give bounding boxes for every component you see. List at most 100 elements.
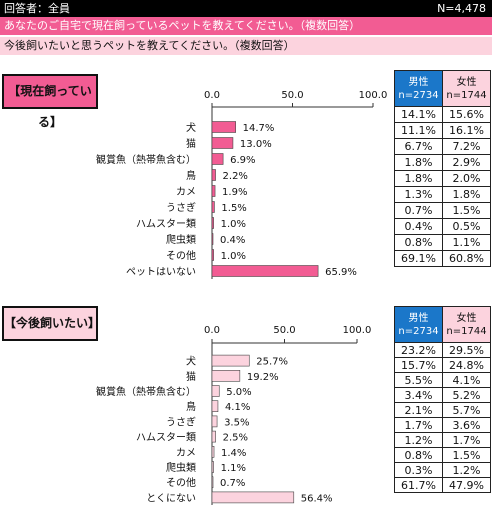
current-pets-title: 【現在飼っている】	[2, 74, 98, 129]
male-value: 1.8%	[394, 154, 443, 171]
female-value: 1.8%	[442, 186, 491, 203]
bar	[211, 233, 214, 245]
male-value: 0.8%	[394, 447, 443, 463]
bar	[211, 121, 236, 133]
female-value: 47.9%	[442, 477, 491, 493]
value-label: 2.2%	[223, 171, 248, 182]
male-value: 14.1%	[394, 106, 443, 123]
table-row: 0.4% 0.5%	[394, 218, 491, 235]
future-pets-gender-table: 男性 n=2734 女性 n=1744 23.2% 29.5% 15.7% 24.8% 5.5%…	[394, 306, 491, 493]
category-label: ハムスター類	[136, 218, 196, 230]
male-value: 23.2%	[394, 342, 443, 358]
bar	[211, 370, 241, 382]
female-value: 1.5%	[442, 447, 491, 463]
table-row: 1.3% 1.8%	[394, 186, 491, 203]
category-label: 犬	[186, 355, 196, 368]
category-label: その他	[166, 249, 196, 262]
value-label: 4.1%	[225, 402, 250, 413]
x-tick-label: 50.0	[281, 90, 303, 101]
male-value: 11.1%	[394, 122, 443, 139]
value-label: 1.0%	[221, 219, 246, 230]
bar	[211, 446, 215, 458]
female-value: 1.2%	[442, 462, 491, 478]
bar	[211, 201, 215, 213]
value-label: 5.0%	[226, 387, 251, 398]
value-label: 1.1%	[221, 463, 246, 474]
table-row: 1.8% 2.0%	[394, 170, 491, 187]
bar	[211, 137, 234, 149]
male-value: 1.8%	[394, 170, 443, 187]
x-tick-label: 0.0	[204, 90, 220, 101]
male-header: 男性 n=2734	[394, 70, 443, 107]
female-value: 3.6%	[442, 417, 491, 433]
future-pets-chart: 0.0 50.0 100.0 犬 25.7% 猫 19.2% 観賞魚（熱帯魚含む） 5.0% 鳥 4…	[96, 325, 371, 505]
category-label: カメ	[176, 447, 196, 459]
male-value: 0.8%	[394, 234, 443, 251]
bar	[211, 354, 250, 367]
category-label: 爬虫類	[166, 462, 196, 474]
category-label: 犬	[186, 121, 196, 134]
category-label: ペットはいない	[126, 266, 196, 278]
table-row: 0.8% 1.1%	[394, 234, 491, 251]
value-label: 3.5%	[224, 417, 249, 428]
table-row: 1.7% 3.6%	[394, 417, 491, 433]
value-label: 1.9%	[222, 187, 247, 198]
future-pets-title: 【今後飼いたい】	[2, 306, 100, 341]
category-label: うさぎ	[166, 201, 196, 214]
x-tick-label: 50.0	[273, 325, 295, 336]
female-value: 15.6%	[442, 106, 491, 123]
value-label: 6.9%	[230, 155, 255, 166]
value-label: 13.0%	[240, 139, 272, 150]
bar	[211, 265, 319, 277]
category-label: 観賞魚（熱帯魚含む）	[96, 385, 196, 398]
male-value: 3.4%	[394, 387, 443, 403]
bar	[211, 169, 216, 181]
bar	[211, 461, 214, 473]
male-value: 69.1%	[394, 250, 443, 267]
female-value: 1.7%	[442, 432, 491, 448]
value-label: 1.4%	[221, 448, 246, 459]
male-value: 0.7%	[394, 202, 443, 219]
category-label: うさぎ	[166, 415, 196, 428]
value-label: 56.4%	[301, 493, 333, 504]
value-label: 65.9%	[325, 267, 357, 278]
value-label: 14.7%	[243, 123, 275, 134]
x-tick-label: 100.0	[359, 90, 388, 101]
female-value: 24.8%	[442, 357, 491, 373]
table-row: 5.5% 4.1%	[394, 372, 491, 388]
female-value: 16.1%	[442, 122, 491, 139]
question-2: 今後飼いたいと思うペットを教えてください。（複数回答）	[0, 37, 492, 55]
table-row: 1.2% 1.7%	[394, 432, 491, 448]
table-row: 1.8% 2.9%	[394, 154, 491, 171]
bar	[211, 385, 220, 397]
table-row: 2.1% 5.7%	[394, 402, 491, 418]
category-label: カメ	[176, 186, 196, 198]
value-label: 19.2%	[247, 372, 279, 383]
female-value: 2.0%	[442, 170, 491, 187]
respondents-label: 回答者：全員	[4, 2, 70, 15]
male-value: 2.1%	[394, 402, 443, 418]
value-label: 1.0%	[221, 251, 246, 262]
female-value: 29.5%	[442, 342, 491, 358]
male-value: 1.2%	[394, 432, 443, 448]
sample-size-label: N=4,478	[437, 2, 486, 15]
table-row: 0.3% 1.2%	[394, 462, 491, 478]
bar	[211, 153, 224, 165]
male-value: 1.3%	[394, 186, 443, 203]
male-value: 0.4%	[394, 218, 443, 235]
male-value: 15.7%	[394, 357, 443, 373]
female-value: 60.8%	[442, 250, 491, 267]
bar	[211, 217, 214, 229]
female-value: 5.2%	[442, 387, 491, 403]
male-value: 6.7%	[394, 138, 443, 155]
bar	[211, 249, 214, 261]
current-pets-section: 【現在飼っている】 0.0 50.0 100.0 犬 14.7% 猫 13.0% 観賞魚（熱帯…	[0, 70, 492, 280]
category-label: 鳥	[186, 169, 196, 182]
bar	[211, 185, 216, 197]
bar	[211, 476, 214, 488]
table-row: 3.4% 5.2%	[394, 387, 491, 403]
category-label: 爬虫類	[166, 234, 196, 246]
table-row: 6.7% 7.2%	[394, 138, 491, 155]
female-value: 1.1%	[442, 234, 491, 251]
table-row: 23.2% 29.5%	[394, 342, 491, 358]
